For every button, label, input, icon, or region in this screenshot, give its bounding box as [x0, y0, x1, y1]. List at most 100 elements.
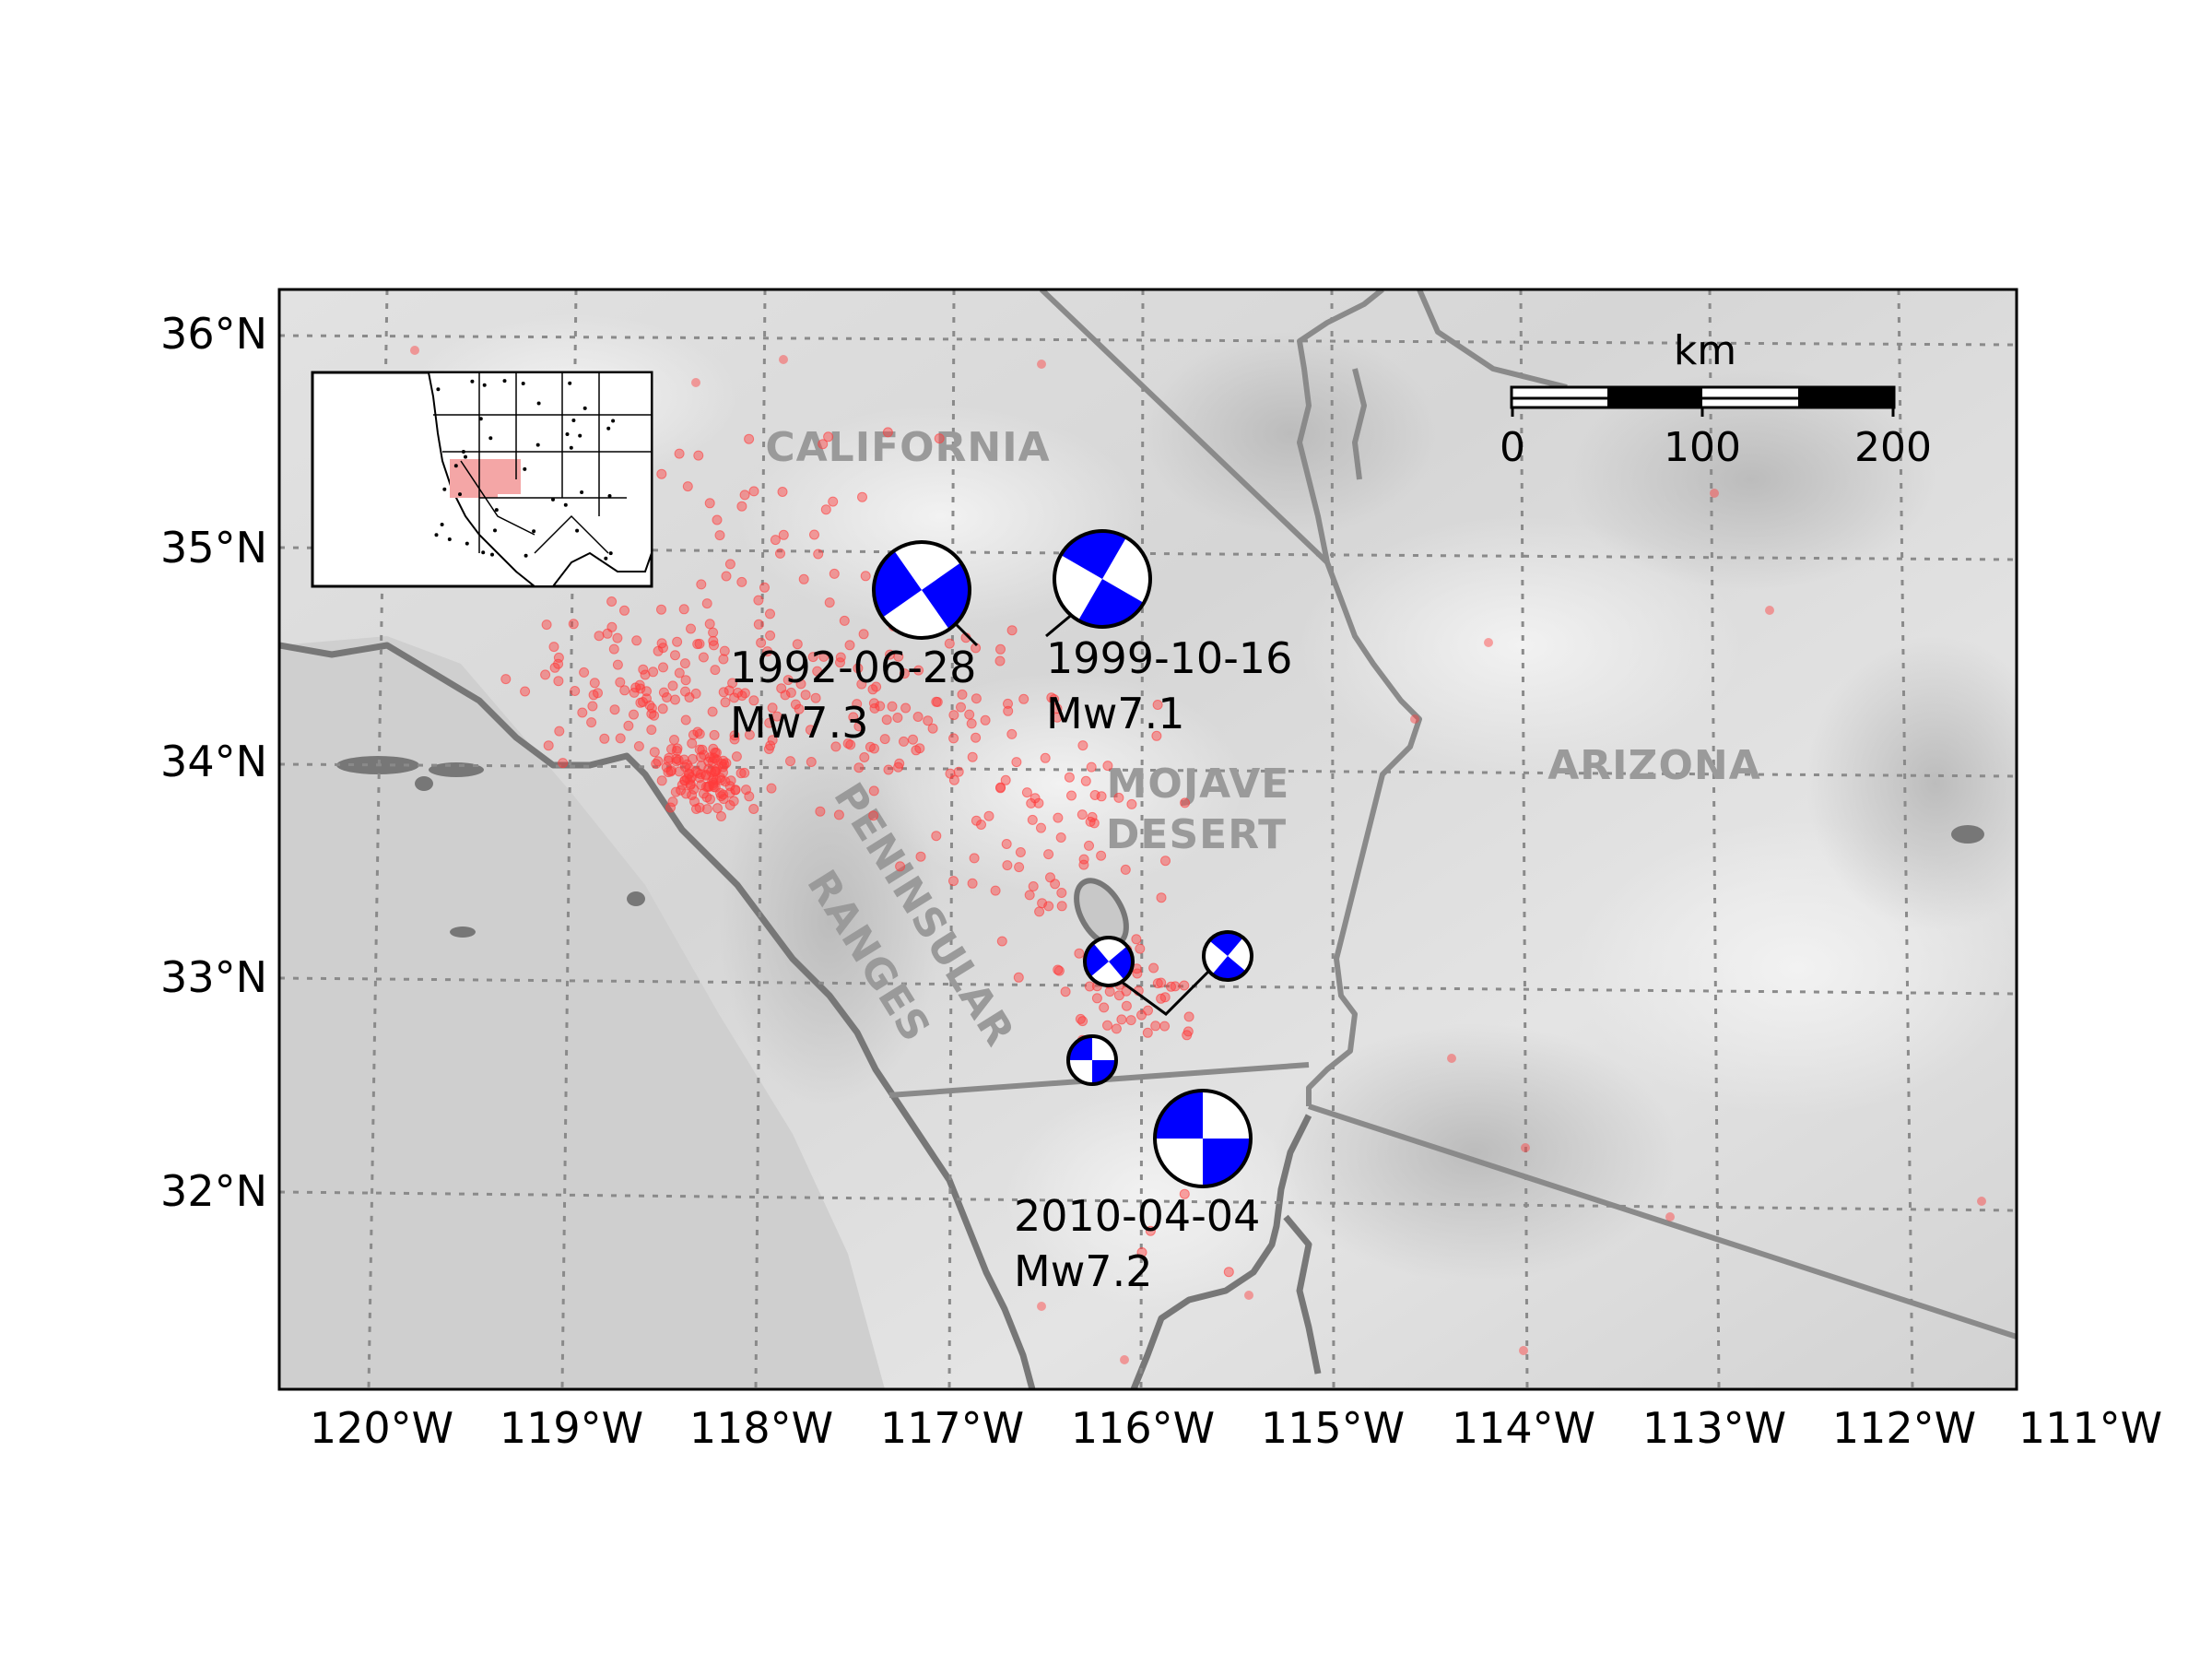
seismicity-dot — [976, 820, 986, 830]
x-tick-label: 114°W — [1452, 1403, 1595, 1453]
seismicity-dot — [1056, 888, 1067, 898]
inset-dot — [563, 502, 568, 507]
inset-dot — [465, 541, 469, 546]
seismicity-dot — [856, 679, 867, 690]
seismicity-dot — [1080, 775, 1091, 786]
seismicity-dot — [410, 346, 419, 355]
x-tick-label: 115°W — [1261, 1403, 1405, 1453]
seismicity-dot — [969, 853, 980, 864]
seismicity-dot — [619, 685, 630, 696]
seismicity-dot — [1077, 1016, 1088, 1027]
seismicity-dot — [983, 810, 994, 821]
event-date-1992: 1992-06-28 — [730, 643, 976, 692]
seismicity-dot — [765, 740, 776, 751]
seismicity-dot — [703, 763, 714, 774]
inset-dot — [535, 443, 540, 447]
x-tick-label: 113°W — [1642, 1403, 1786, 1453]
seismicity-dot — [795, 679, 806, 690]
seismicity-dot — [1484, 638, 1493, 647]
seismicity-dot — [818, 439, 829, 450]
inset-dot — [493, 528, 497, 533]
seismicity-dot — [694, 638, 705, 649]
seismicity-dot — [733, 687, 743, 698]
seismicity-dot — [1179, 1188, 1190, 1199]
scale-bar: km 0 100 200 — [1500, 327, 1932, 471]
seismicity-dot — [739, 490, 750, 501]
inset-dot — [458, 492, 462, 497]
beachball-2010 — [1153, 1089, 1253, 1188]
state-borders — [888, 289, 2017, 1339]
seismicity-dot — [1045, 872, 1055, 883]
seismicity-dot — [674, 667, 685, 679]
seismicity-dot — [1166, 981, 1176, 992]
seismicity-dot — [701, 804, 712, 815]
seismicity-dot — [1447, 1054, 1456, 1063]
seismicity-dot — [1036, 822, 1046, 833]
y-tick-label: 34°N — [160, 737, 267, 786]
inset-dot — [482, 383, 487, 387]
seismicity-dot — [718, 654, 729, 665]
seismicity-dot — [1102, 1020, 1112, 1031]
seismicity-dot — [766, 783, 777, 794]
seismicity-dot — [691, 804, 701, 814]
seismicity-dot — [606, 621, 618, 632]
y-tick-label: 33°N — [160, 952, 267, 1002]
seismicity-dot — [948, 733, 959, 744]
seismicity-dot — [720, 697, 731, 708]
seismicity-dot — [785, 687, 796, 698]
seismicity-dot — [680, 714, 691, 726]
seismicity-dot — [931, 696, 942, 707]
seismicity-dot — [1055, 832, 1066, 843]
seismicity-dot — [900, 702, 912, 714]
x-tick-labels: 120°W 119°W 118°W 117°W 116°W 115°W 114°W 113°W… — [310, 1403, 2162, 1453]
seismicity-dot — [653, 645, 664, 656]
seismicity-dot — [638, 697, 648, 707]
scale-label-200: 200 — [1854, 424, 1932, 471]
event-magnitude-2010: Mw7.2 — [1014, 1246, 1152, 1296]
inset-dot — [551, 497, 555, 502]
seismicity-dot — [633, 741, 644, 751]
seismicity-dot — [718, 687, 729, 698]
region-label-arizona: ARIZONA — [1547, 742, 1761, 789]
inset-dot — [575, 528, 580, 533]
inset-dot — [532, 529, 536, 534]
seismicity-dot — [767, 735, 778, 746]
inset-dot — [478, 417, 483, 421]
seismicity-dot — [881, 714, 892, 726]
seismicity-dot — [1024, 890, 1035, 901]
seismicity-dot — [948, 710, 959, 721]
seismicity-dot — [1102, 761, 1113, 772]
y-tick-labels: 36°N 35°N 34°N 33°N 32°N — [160, 309, 267, 1216]
seismicity-dot — [700, 769, 712, 780]
map-frame — [277, 288, 2018, 1391]
seismicity-dot — [1011, 757, 1022, 768]
x-tick-label: 119°W — [500, 1403, 643, 1453]
event-date-2010: 2010-04-04 — [1014, 1191, 1260, 1241]
seismicity-dot — [953, 766, 964, 777]
seismicity-dot — [711, 748, 722, 758]
seismicity-dot — [1096, 791, 1107, 802]
seismicity-dot — [1765, 606, 1774, 615]
seismicity-dot — [1078, 854, 1089, 865]
event-magnitude-1999: Mw7.1 — [1046, 689, 1184, 738]
seismicity-dot — [895, 861, 906, 872]
seismicity-dot — [619, 605, 629, 616]
seismicity-dot — [1014, 862, 1025, 873]
inset-dot — [488, 436, 493, 441]
inset-dot — [442, 487, 447, 491]
seismicity-dot — [994, 655, 1006, 667]
seismicity-dot — [756, 637, 767, 648]
terrain-relief — [406, 313, 2017, 1309]
seismicity-dot — [698, 652, 709, 663]
seismicity-dot — [672, 636, 683, 647]
beachball-small-1 — [1083, 936, 1135, 987]
seismicity-dot — [630, 682, 641, 693]
seismicity-dot — [744, 433, 755, 444]
seismicity-dot — [980, 714, 991, 726]
seismicity-dot — [594, 631, 605, 642]
seismicity-dot — [892, 713, 903, 723]
seismicity-dot — [1136, 1009, 1147, 1021]
seismicity-dot — [967, 751, 978, 762]
inset-dot — [604, 556, 608, 561]
